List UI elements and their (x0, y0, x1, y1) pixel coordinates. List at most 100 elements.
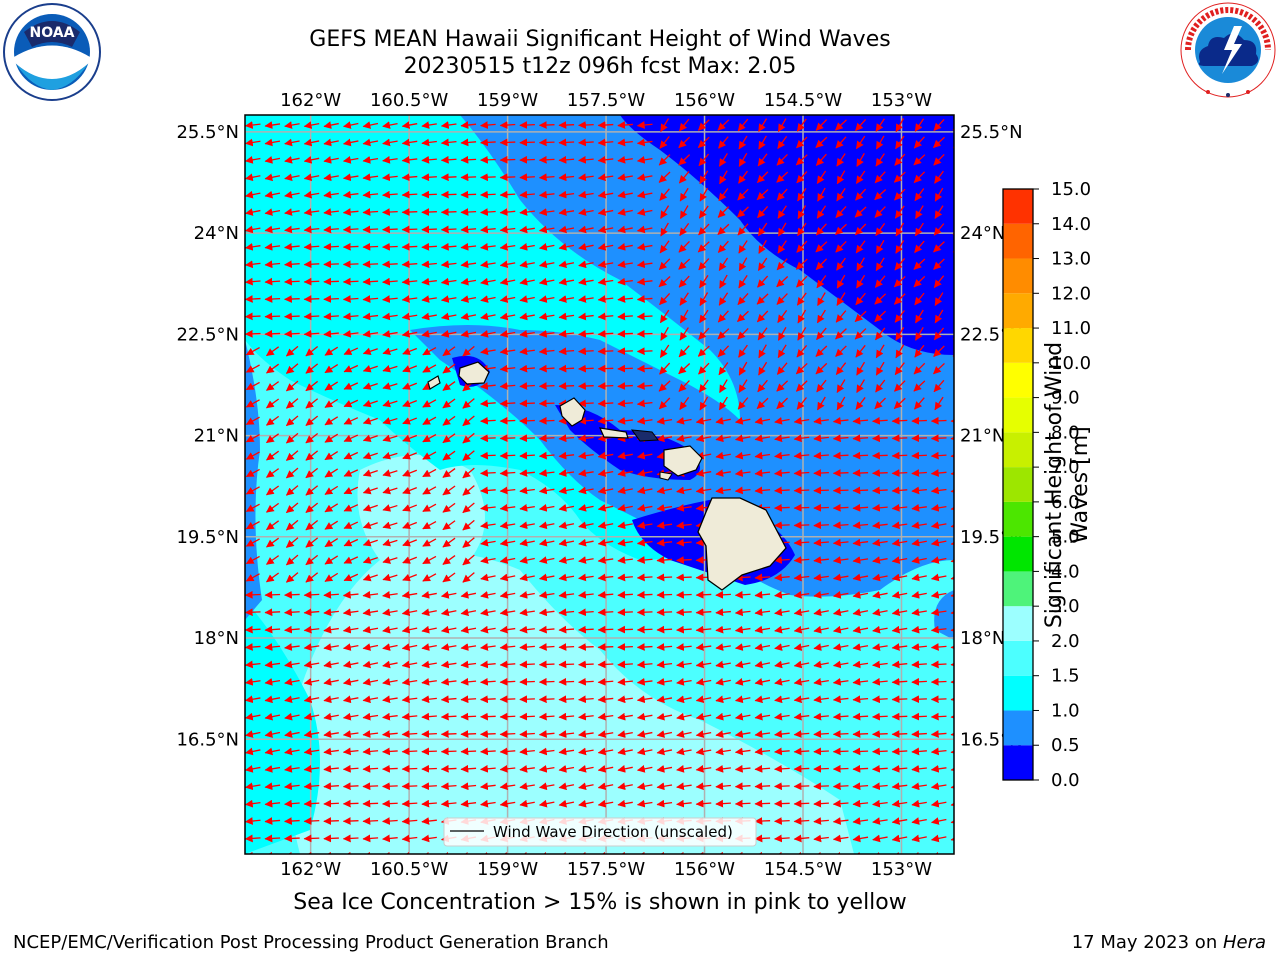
wind-arrow (342, 329, 359, 338)
wind-arrow (617, 312, 633, 321)
wind-arrow (558, 155, 575, 164)
wind-arrow (872, 486, 888, 495)
wind-arrow (266, 363, 280, 374)
wind-arrow (930, 660, 947, 669)
wind-arrow (440, 190, 457, 199)
wind-arrow (676, 417, 692, 425)
wind-arrow (597, 364, 614, 373)
wind-arrow (284, 208, 300, 216)
wind-arrow (421, 312, 437, 321)
wind-arrow (678, 171, 690, 184)
wind-arrow (836, 188, 846, 202)
wind-arrow (697, 241, 710, 253)
wind-arrow (342, 834, 359, 843)
wind-arrow (303, 817, 320, 825)
wind-arrow (636, 225, 653, 234)
wind-arrow (245, 138, 261, 147)
wind-arrow (264, 225, 281, 234)
wind-arrow (421, 208, 437, 216)
wind-arrow (538, 208, 555, 216)
wind-arrow (795, 154, 808, 166)
wind-arrow (911, 695, 927, 704)
wind-arrow (678, 380, 690, 392)
lat-tick-label-right: 18°N (960, 628, 1005, 649)
wind-arrow (499, 382, 516, 390)
colorbar-title: Significant Height of Wind Waves [m] (1042, 341, 1093, 629)
wind-arrow (777, 344, 787, 359)
wind-arrow (835, 362, 847, 375)
wind-arrow (617, 521, 633, 530)
wind-arrow (676, 434, 692, 443)
wind-arrow (460, 747, 477, 756)
wind-arrow (285, 415, 299, 427)
noaa-logo-text: NOAA (30, 25, 75, 41)
wind-arrow (441, 330, 457, 338)
wind-arrow (305, 554, 319, 566)
wind-arrow (382, 434, 398, 443)
wind-arrow (756, 397, 769, 410)
wind-arrow (894, 362, 905, 376)
wind-arrow (813, 521, 829, 530)
wind-arrow (636, 590, 653, 599)
wind-arrow (756, 171, 769, 184)
wind-arrow (617, 190, 633, 199)
wind-arrow (930, 852, 947, 854)
wind-arrow (362, 225, 379, 234)
colorbar-segment (1003, 293, 1033, 329)
wind-arrow (264, 590, 281, 599)
wind-arrow (362, 242, 379, 251)
wind-arrow (656, 590, 673, 599)
wind-arrow (519, 712, 535, 721)
wind-arrow (856, 361, 866, 376)
wind-arrow (519, 277, 535, 286)
wind-arrow (813, 538, 829, 547)
wind-arrow (440, 242, 457, 251)
wind-arrow (266, 346, 280, 357)
wind-arrow (930, 451, 947, 460)
wind-arrow (245, 451, 260, 460)
wind-arrow (538, 660, 555, 669)
wind-arrow (894, 258, 906, 271)
wind-arrow (382, 260, 398, 269)
wind-arrow (793, 503, 810, 512)
wind-arrow (774, 451, 790, 460)
wind-arrow (656, 521, 673, 530)
wind-arrow (421, 242, 437, 251)
wind-arrow (911, 486, 927, 495)
wind-arrow (852, 764, 869, 773)
wind-arrow (245, 399, 260, 408)
wind-arrow (578, 660, 594, 669)
wind-arrow (264, 121, 281, 129)
wind-arrow (891, 486, 908, 495)
wind-arrow (538, 504, 555, 512)
wind-arrow (538, 329, 555, 338)
wind-arrow (793, 851, 802, 854)
wind-arrow (245, 625, 261, 634)
wind-arrow (756, 310, 769, 323)
wind-arrow (734, 469, 751, 477)
wind-arrow (362, 173, 379, 182)
wind-arrow (538, 138, 555, 147)
wind-arrow (578, 155, 594, 164)
wind-arrow (499, 295, 516, 303)
wind-arrow (617, 347, 633, 356)
wind-arrow (519, 486, 535, 495)
footer-date: 17 May 2023 on Hera (1072, 932, 1266, 953)
wind-arrow (617, 155, 633, 164)
wind-arrow (460, 190, 477, 199)
wind-arrow (893, 397, 906, 410)
wind-arrow (538, 486, 555, 495)
wind-arrow (816, 275, 827, 289)
wave-height-field-0.5-1.0-west (245, 340, 262, 620)
wind-arrow (538, 677, 555, 686)
wind-arrow (519, 208, 535, 216)
wind-arrow (796, 345, 808, 358)
wind-arrow (933, 119, 945, 132)
wind-arrow (695, 590, 712, 599)
wind-arrow (519, 225, 535, 234)
wind-arrow (754, 486, 771, 495)
wind-arrow (499, 451, 516, 460)
wind-arrow (891, 747, 908, 756)
wind-arrow (636, 625, 653, 634)
wind-arrow (303, 190, 320, 199)
